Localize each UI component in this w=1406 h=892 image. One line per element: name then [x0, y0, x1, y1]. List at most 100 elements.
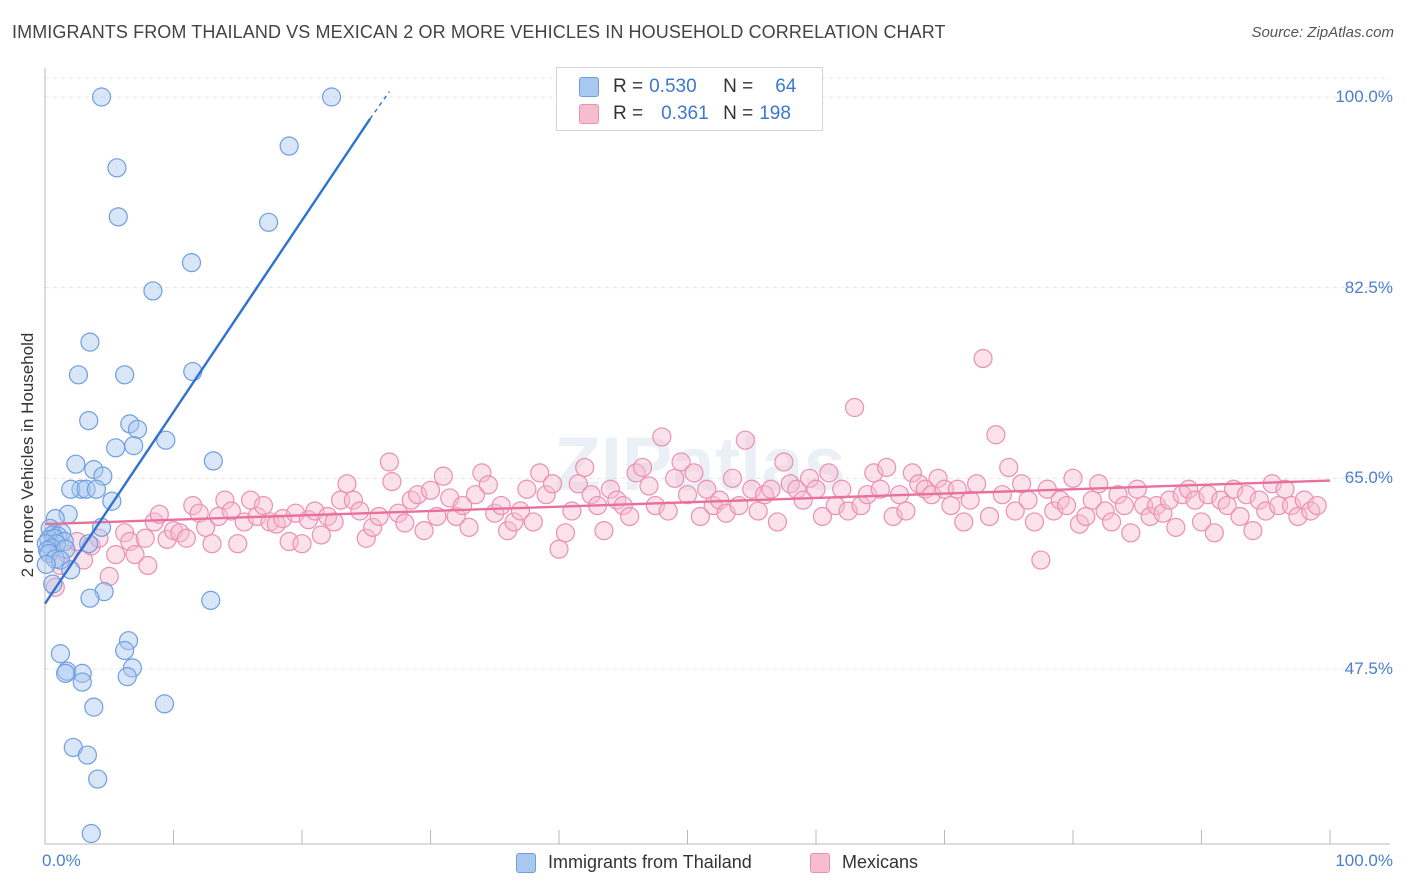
legend-r-value: 0.530	[649, 76, 697, 97]
mexican-point	[645, 495, 665, 516]
legend-n-label: N =	[723, 76, 754, 97]
mexican-point	[1217, 495, 1237, 516]
mexican-point	[363, 517, 383, 537]
mexican-point	[877, 457, 897, 478]
legend-swatch-pink	[579, 104, 599, 124]
mexican-point	[504, 512, 524, 532]
mexican-point	[806, 479, 826, 499]
thailand-point	[156, 430, 176, 450]
mexican-point	[1236, 485, 1257, 505]
mexican-point	[523, 512, 543, 532]
mexican-point	[273, 509, 293, 529]
mexican-trend-line	[44, 479, 1331, 526]
mexican-point	[864, 463, 884, 483]
mexican-point	[478, 475, 498, 495]
thailand-point	[118, 631, 139, 651]
mexican-point	[690, 506, 710, 527]
mexican-point	[677, 485, 698, 505]
mexican-point	[832, 479, 852, 499]
mexican-point	[819, 463, 839, 483]
mexican-point	[183, 495, 203, 516]
mexican-point	[517, 479, 537, 499]
thailand-point	[81, 823, 101, 844]
mexican-point	[992, 485, 1012, 505]
mexican-point	[1069, 514, 1090, 534]
mexican-point	[979, 506, 1000, 527]
thailand-point	[88, 769, 108, 789]
thailand-point	[124, 436, 144, 456]
mexican-point	[671, 452, 691, 472]
mexican-point	[135, 528, 155, 548]
mexican-point	[99, 566, 119, 586]
thailand-point	[94, 582, 114, 602]
mexican-point	[343, 490, 363, 510]
thailand-point	[76, 479, 96, 499]
mexican-point	[433, 466, 453, 486]
bottom-legend-swatch-pink	[810, 852, 830, 873]
mexican-point	[973, 348, 993, 369]
thailand-point	[154, 694, 175, 714]
legend-r-value: 0.361	[661, 103, 709, 124]
mexican-point	[1166, 517, 1186, 537]
correlation-legend: R = 0.530 N = 64 R = 0.361 N = 198	[556, 67, 823, 131]
mexican-point	[838, 501, 858, 521]
thailand-point	[203, 451, 223, 471]
mexican-point	[1256, 501, 1276, 521]
y-tick-label: 82.5%	[1344, 277, 1393, 297]
thailand-point	[115, 640, 135, 661]
x-tick-label-max: 100.0%	[1335, 851, 1393, 870]
thailand-point	[36, 554, 56, 575]
mexican-point	[774, 452, 794, 472]
thailand-point	[79, 410, 99, 431]
mexican-point	[620, 506, 640, 527]
mexican-point	[106, 544, 126, 565]
mexican-point	[1159, 490, 1179, 510]
mexican-point	[1121, 523, 1141, 543]
mexican-point	[960, 490, 980, 510]
bottom-legend-swatch-blue	[516, 852, 536, 873]
mexican-point	[600, 479, 621, 499]
mexican-point	[857, 485, 878, 505]
thailand-point	[80, 588, 100, 608]
mexican-point	[125, 544, 145, 565]
mexican-point	[844, 397, 865, 418]
mexican-point	[1288, 506, 1308, 527]
thailand-trend-line	[44, 118, 372, 605]
mexican-point	[1089, 474, 1109, 494]
mexican-point	[1018, 490, 1038, 510]
legend-swatch-blue	[579, 77, 599, 97]
thailand-point	[55, 663, 76, 683]
y-tick-label: 100.0%	[1335, 87, 1393, 106]
mexican-point	[1056, 495, 1077, 516]
mexican-point	[138, 555, 158, 576]
thailand-point	[127, 419, 148, 439]
mexican-point	[379, 452, 399, 472]
mexican-point	[697, 479, 717, 499]
mexican-point	[530, 463, 550, 483]
thailand-point	[201, 590, 221, 610]
thailand-point	[115, 365, 135, 385]
mexican-point	[311, 525, 331, 545]
legend-row-mexicans: R = 0.361 N = 198	[579, 102, 791, 126]
mexican-point	[658, 501, 678, 521]
mexican-point	[1243, 521, 1263, 541]
mexican-point	[1095, 501, 1115, 521]
mexican-point	[581, 485, 601, 505]
mexican-point	[228, 534, 248, 554]
mexican-point	[639, 476, 659, 496]
chart-title: IMMIGRANTS FROM THAILAND VS MEXICAN 2 OR…	[12, 22, 946, 42]
mexican-point	[491, 495, 511, 516]
thailand-point	[321, 87, 342, 107]
mexican-point	[241, 490, 261, 510]
mexican-point	[896, 501, 916, 521]
mexican-point	[292, 534, 312, 554]
y-tick-label: 65.0%	[1344, 468, 1393, 488]
mexican-point	[761, 479, 781, 499]
mexican-point	[1281, 495, 1302, 516]
thailand-point	[183, 361, 203, 382]
mexican-point	[510, 501, 531, 521]
thailand-point	[71, 479, 91, 499]
mexican-point	[356, 528, 376, 548]
mexican-point	[369, 506, 389, 527]
